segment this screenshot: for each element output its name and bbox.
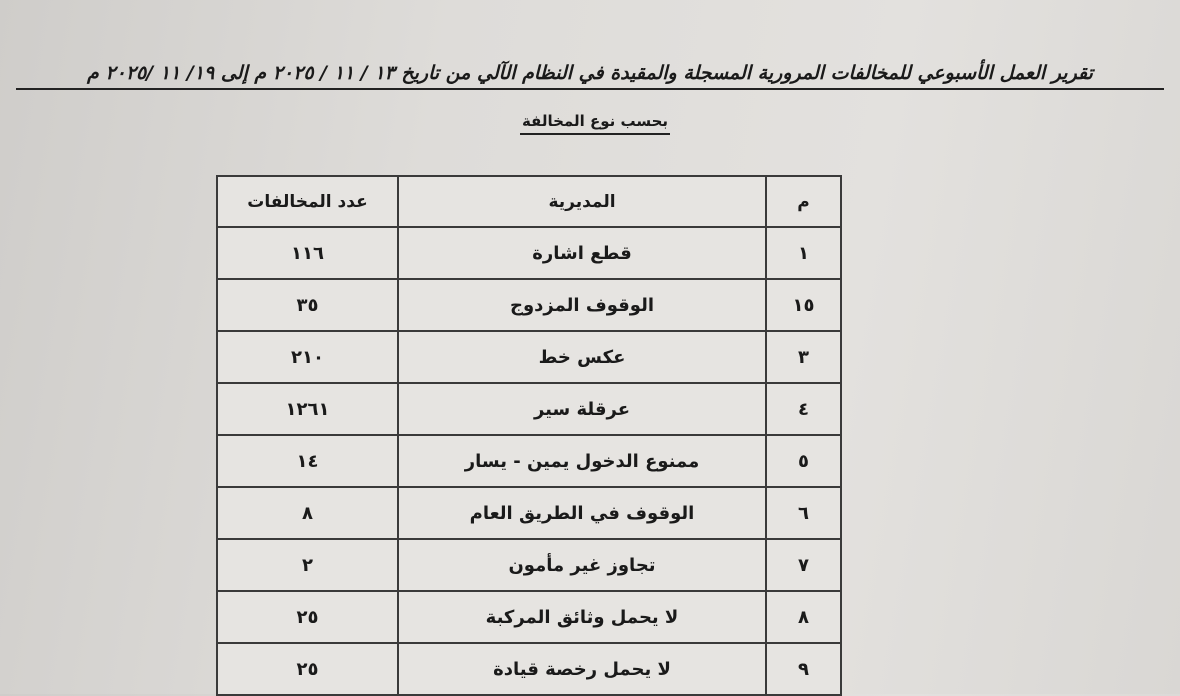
subtitle: بحسب نوع المخالفة [520,112,670,135]
table-cell: الوقوف المزدوج [397,278,767,332]
table-cell: ٥ [765,434,842,488]
table-cell: ١٤ [216,434,399,488]
table-cell: عكس خط [397,330,767,384]
table-cell: ١٢٦١ [216,382,399,436]
table-cell: ٢ [216,538,399,592]
column-header: عدد المخالفات [216,175,399,228]
table-cell: ٦ [765,486,842,540]
table-cell: ٤ [765,382,842,436]
table-cell: ٧ [765,538,842,592]
table-cell: ٣٥ [216,278,399,332]
table-cell: ٢٥ [216,642,399,696]
table-cell: قطع اشارة [397,226,767,280]
table-cell: الوقوف في الطريق العام [397,486,767,540]
table-cell: ١٥ [765,278,842,332]
table-cell: ٢٥ [216,590,399,644]
column-header: المديرية [397,175,767,228]
table-cell: عرقلة سير [397,382,767,436]
table-cell: لا يحمل رخصة قيادة [397,642,767,696]
table-cell: لا يحمل وثائق المركبة [397,590,767,644]
table-cell: ١ [765,226,842,280]
title: تقرير العمل الأسبوعي للمخالفات المرورية … [16,62,1164,90]
table-cell: ٩ [765,642,842,696]
table-cell: ٨ [216,486,399,540]
table-cell: ٢١٠ [216,330,399,384]
column-header: م [765,175,842,228]
table-cell: تجاوز غير مأمون [397,538,767,592]
table-cell: ممنوع الدخول يمين - يسار [397,434,767,488]
table-cell: ١١٦ [216,226,399,280]
table-cell: ٣ [765,330,842,384]
table-cell: ٨ [765,590,842,644]
table: م المديرية عدد المخالفات ١ قطع اشارة ١١٦ ١٥ الو… [216,175,842,696]
